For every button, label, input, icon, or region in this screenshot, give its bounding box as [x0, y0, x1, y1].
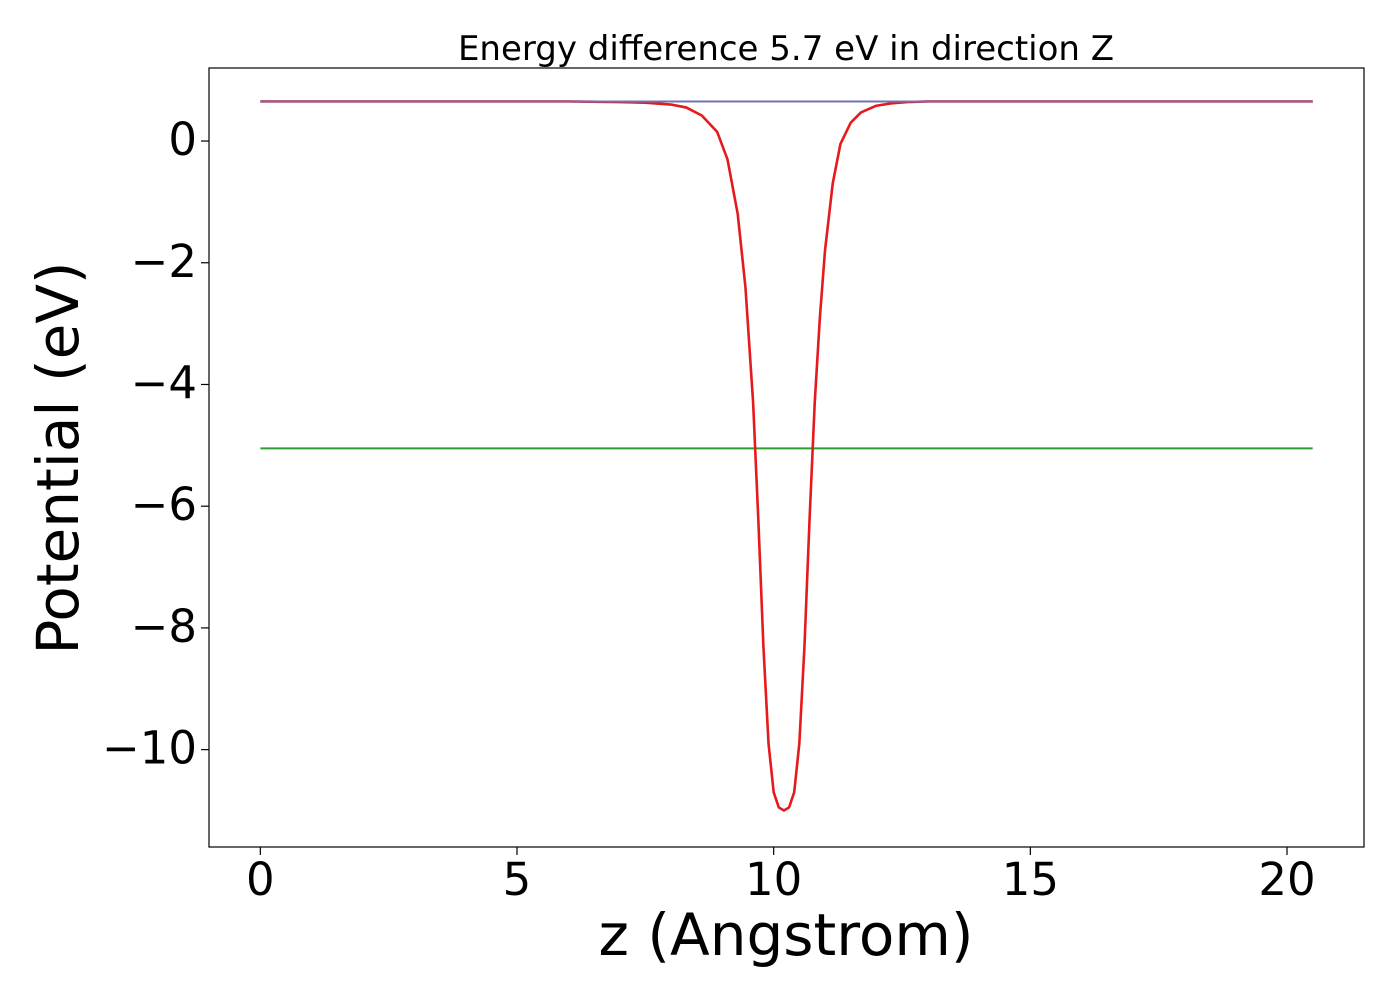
- x-axis-label: z (Angstrom): [599, 901, 974, 969]
- series-line-3: [260, 100, 1313, 812]
- x-tick-label: 15: [1002, 853, 1059, 906]
- y-tick-label: −6: [131, 478, 197, 531]
- y-tick-label: 0: [168, 113, 197, 166]
- chart-title: Energy difference 5.7 eV in direction Z: [458, 29, 1114, 69]
- x-axis: 0 5 10 15 20: [246, 847, 1316, 906]
- x-tick-label: 10: [745, 853, 802, 906]
- x-tick-label: 0: [246, 853, 275, 906]
- y-tick-label: −8: [131, 600, 197, 653]
- x-tick-label: 5: [503, 853, 532, 906]
- plot-area-frame: [208, 67, 1365, 848]
- y-axis: 0 −2 −4 −6 −8 −10: [102, 113, 209, 775]
- y-axis-label: Potential (eV): [24, 261, 92, 654]
- series-layer: [260, 100, 1313, 812]
- y-tick-label: −4: [131, 356, 197, 409]
- x-tick-label: 20: [1258, 853, 1315, 906]
- y-tick-label: −10: [102, 722, 197, 775]
- y-tick-label: −2: [131, 235, 197, 288]
